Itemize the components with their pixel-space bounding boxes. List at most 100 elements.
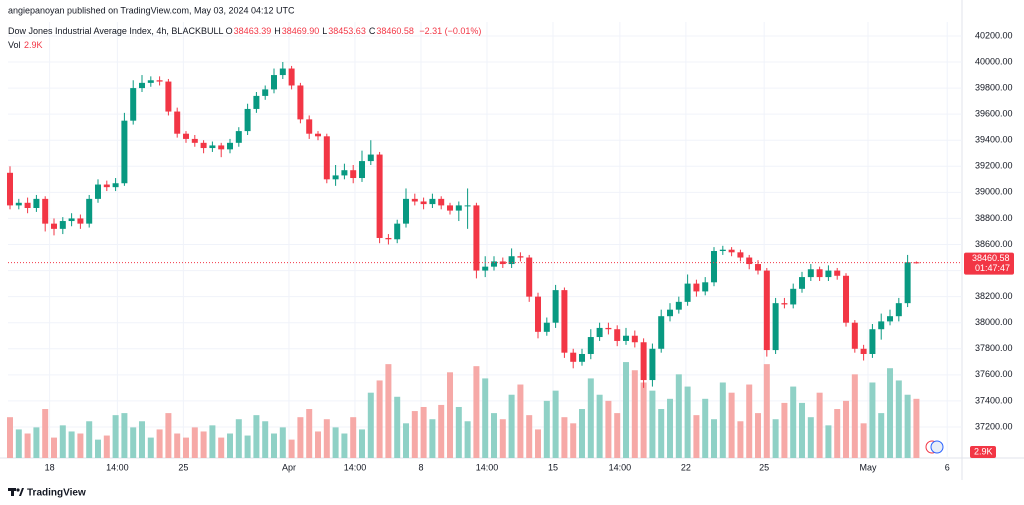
legend-line: Dow Jones Industrial Average Index, 4h, … (8, 26, 484, 36)
volume-bar (755, 413, 762, 458)
candle-body (271, 75, 278, 90)
y-tick-label: 37200.00 (975, 421, 1013, 431)
volume-bar (596, 394, 603, 458)
symbol: Dow Jones Industrial Average Index, 4h, … (8, 26, 224, 36)
volume-bar (147, 437, 154, 458)
volume-bar (869, 382, 876, 458)
volume-bar (693, 415, 700, 458)
candle-body (235, 131, 242, 143)
volume-bar (843, 400, 850, 458)
volume-bar (658, 409, 665, 458)
volume-bar (420, 406, 427, 458)
candle-body (649, 348, 656, 381)
candle-body (684, 283, 691, 302)
volume-bar (323, 419, 330, 458)
candle-body (904, 262, 911, 304)
ohlc-key: L (322, 26, 328, 36)
volume-bar (491, 413, 498, 458)
candle-body (394, 223, 401, 240)
volume-bar (895, 380, 902, 458)
candle-body (499, 261, 506, 265)
volume-bar (385, 364, 392, 458)
candle-body (728, 249, 735, 253)
candle-body (209, 145, 216, 149)
candle-body (174, 111, 181, 134)
candle-body (913, 262, 920, 264)
candle-body (825, 270, 832, 278)
x-tick-label: Apr (282, 462, 296, 472)
candle-body (860, 348, 867, 354)
volume-bar (878, 413, 885, 458)
candle-body (790, 288, 797, 305)
candle-body (878, 321, 885, 330)
volume-bar (711, 419, 718, 458)
volume-bar (614, 413, 621, 458)
volume-bar (464, 421, 471, 458)
candle-body (605, 327, 612, 330)
candle-body (15, 202, 22, 206)
volume-bar (728, 392, 735, 458)
y-tick-label: 39600.00 (975, 109, 1013, 119)
candle-body (279, 68, 286, 76)
volume-bar (763, 364, 770, 458)
candle-body (702, 282, 709, 292)
candle-body (6, 172, 13, 206)
candle-body (297, 85, 304, 120)
candle-body (535, 296, 542, 332)
candle-body (570, 352, 577, 362)
x-tick-label: 14:00 (344, 462, 367, 472)
flag-icon (925, 440, 944, 454)
candle-body (359, 161, 366, 179)
y-tick-label: 39400.00 (975, 135, 1013, 145)
volume-bar (719, 382, 726, 458)
candle-body (755, 264, 762, 271)
candle-body (411, 198, 418, 202)
volume-bar (130, 427, 137, 458)
volume-bar (297, 417, 304, 458)
candle-body (24, 202, 31, 209)
candle-body (491, 261, 498, 267)
volume-bar (781, 402, 788, 458)
volume-bar (623, 362, 630, 458)
volume-bar (271, 433, 278, 458)
candle-body (42, 198, 49, 224)
price-tag (964, 252, 1014, 275)
candle-body (130, 88, 137, 121)
candle-body (781, 303, 788, 305)
volume-bar (139, 421, 146, 458)
volume-bar (834, 409, 841, 458)
x-tick-label: 15 (548, 462, 558, 472)
volume-bar (315, 431, 322, 458)
volume-bar (702, 398, 709, 458)
candle-body (147, 80, 154, 83)
volume-bar (183, 437, 190, 458)
y-tick-label: 39200.00 (975, 161, 1013, 171)
volume-bar (218, 437, 225, 458)
volume-bar (174, 433, 181, 458)
ohlc-value: 38469.90 (281, 26, 320, 36)
candle-body (482, 266, 489, 271)
y-tick-label: 38200.00 (975, 291, 1013, 301)
volume-bar (350, 417, 357, 458)
candle-body (658, 316, 665, 349)
volume-bar (68, 431, 75, 458)
volume-bar (825, 425, 832, 458)
candle-body (447, 205, 454, 211)
volume-bar (499, 419, 506, 458)
volume-bar (851, 374, 858, 458)
ohlc-value: 38453.63 (328, 26, 366, 36)
candle-body (253, 95, 260, 109)
y-tick-label: 39800.00 (975, 82, 1013, 92)
x-tick-label: 14:00 (106, 462, 129, 472)
candle-body (596, 327, 603, 338)
candle-body (121, 120, 128, 184)
volume-bar (535, 429, 542, 458)
y-tick-label: 38000.00 (975, 317, 1013, 327)
x-tick-label: 8 (418, 462, 423, 472)
candles (6, 62, 920, 388)
volume-bar (121, 413, 128, 458)
volume-key: Vol (8, 40, 21, 50)
candle-body (579, 353, 586, 362)
candle-body (50, 223, 57, 229)
candle-body (165, 81, 172, 112)
